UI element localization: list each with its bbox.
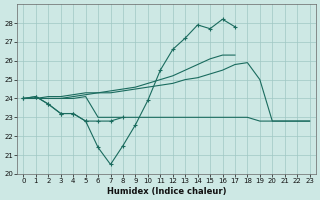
X-axis label: Humidex (Indice chaleur): Humidex (Indice chaleur) <box>107 187 226 196</box>
